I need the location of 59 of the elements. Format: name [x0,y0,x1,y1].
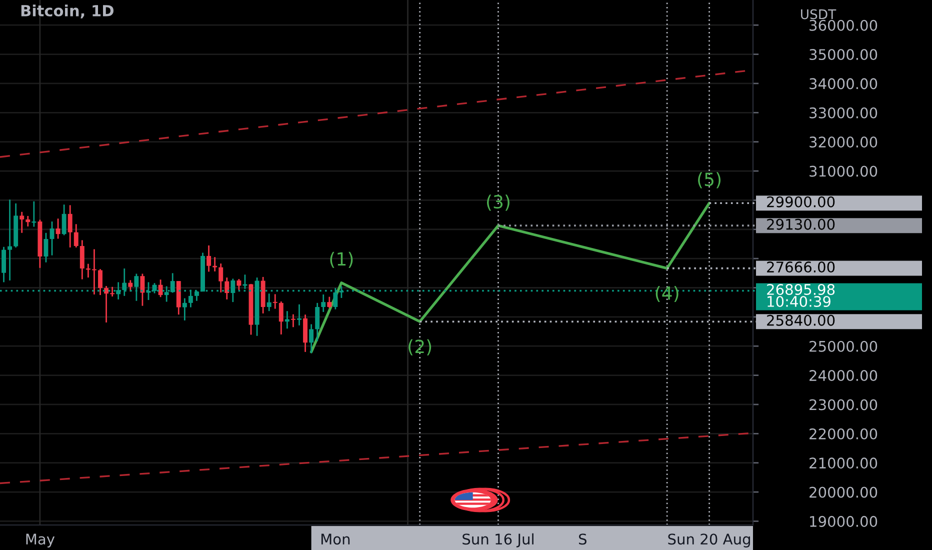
candlestick [206,244,212,272]
x-tick-label: Mon [321,534,350,545]
candlestick [98,268,102,296]
candlestick [297,304,302,326]
y-tick-label: 36000.00 [810,20,878,31]
ref-line-label: 27666.00 [767,262,835,273]
candlestick [321,294,326,313]
x-tick-label: S [578,534,586,545]
ref-line-label: 26895.98 10:40:39 [767,284,835,308]
annotation: (1) [330,252,353,268]
candlestick [44,232,48,264]
y-tick-label: 21000.00 [810,458,878,469]
candlestick [56,218,60,240]
candlestick [80,239,84,280]
candlestick [128,279,133,292]
candlestick [315,302,320,342]
y-axis-title: USDT [801,9,836,20]
candlestick [2,246,6,283]
ref-line-label: 25840.00 [767,314,835,326]
y-tick-label: 23000.00 [810,399,878,410]
candlestick [309,324,314,354]
y-tick-label: 22000.00 [810,428,878,440]
candlestick [62,204,66,236]
candlestick [327,296,332,309]
y-tick-label: 31000.00 [810,166,878,177]
y-tick-label: 20000.00 [810,486,878,498]
x-tick-label: Sun 16 Jul [462,533,534,548]
annotation: (4) [656,286,678,302]
y-tick-label: 32000.00 [810,136,878,148]
candlestick [290,314,296,328]
candlestick [8,198,12,282]
candlestick [218,262,224,294]
candlestick [68,204,72,248]
x-tick-label: May [26,534,55,548]
ref-line-label: 29130.00 [767,218,835,230]
candlestick [236,278,242,291]
ref-line-label: 29900.00 [767,196,835,208]
candlestick [224,276,230,300]
candlestick [272,293,278,310]
y-tick-label: 35000.00 [810,48,878,60]
candlestick [278,300,284,336]
candlestick [20,211,24,234]
candlestick [74,223,78,248]
annotation: (3) [486,194,510,211]
x-tick-label: Sun 20 Aug [668,534,750,548]
candlestick [212,256,218,272]
y-tick-label: 24000.00 [810,370,878,382]
candlestick [158,278,163,298]
y-tick-label: 19000.00 [810,516,878,527]
annotation: (5) [698,172,721,188]
candlestick [266,292,272,312]
y-tick-label: 25000.00 [810,340,878,352]
y-tick-label: 34000.00 [810,78,878,90]
candlestick [182,298,187,322]
candlestick [26,215,30,228]
chart-title: Bitcoin, 1D [21,4,114,18]
y-tick-label: 33000.00 [810,107,878,118]
candlestick [140,273,145,307]
annotation: (2) [408,339,432,356]
